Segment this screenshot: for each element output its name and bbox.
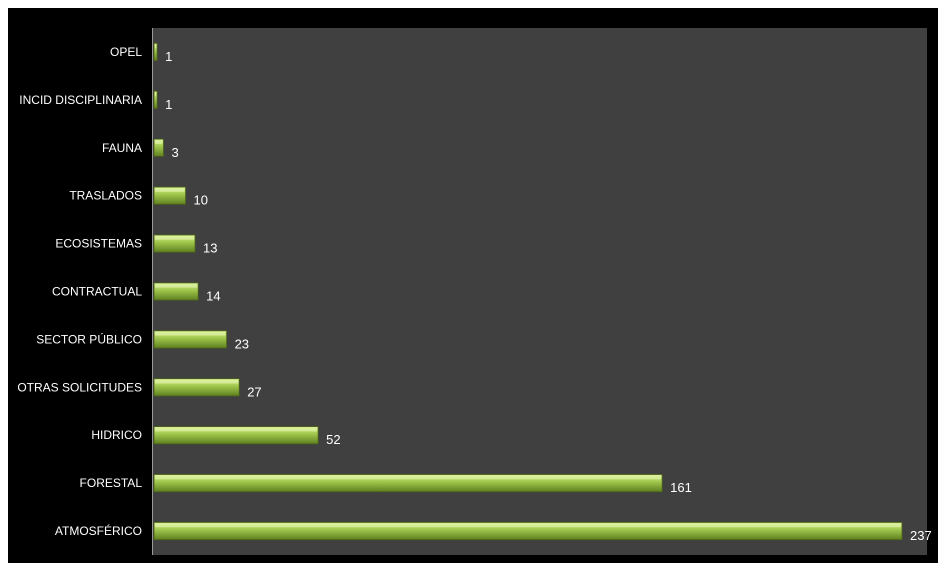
bar-otras-solicitudes — [153, 378, 240, 397]
bar-ecosistemas-highlight — [155, 235, 195, 240]
category-label-otras-solicitudes: OTRAS SOLICITUDES — [17, 380, 142, 394]
value-label-otras-solicitudes: 27 — [247, 384, 261, 399]
bar-opel-highlight — [155, 44, 157, 49]
bar-fauna-highlight — [155, 140, 163, 144]
value-label-incid-disciplinaria: 1 — [165, 97, 172, 112]
bar-traslados-highlight — [155, 188, 185, 192]
category-label-fauna: FAUNA — [102, 141, 142, 155]
category-label-contractual: CONTRACTUAL — [52, 285, 142, 299]
category-label-ecosistemas: ECOSISTEMAS — [55, 237, 142, 251]
category-label-opel: OPEL — [110, 45, 142, 59]
bar-ecosistemas — [153, 234, 196, 253]
plot-area — [152, 28, 927, 555]
bar-traslados — [153, 186, 186, 205]
bar-contractual-highlight — [155, 283, 198, 288]
value-label-sector-publico: 23 — [235, 336, 249, 351]
bar-forestal — [153, 474, 663, 493]
bar-opel — [153, 42, 158, 61]
chart-frame: OPEL INCID DISCIPLINARIA FAUNA TRASLADOS ECO… — [8, 8, 938, 563]
value-label-hidrico: 52 — [326, 432, 340, 447]
bar-atmosferico — [153, 522, 903, 541]
value-label-forestal: 161 — [670, 480, 692, 495]
bar-contractual — [153, 282, 199, 301]
bar-incid-disciplinaria — [153, 90, 158, 109]
value-label-ecosistemas: 13 — [203, 241, 217, 256]
value-label-contractual: 14 — [206, 289, 220, 304]
value-label-atmosferico: 237 — [910, 528, 932, 543]
bar-hidrico-highlight — [155, 427, 318, 432]
bar-incid-disciplinaria-fill — [153, 90, 158, 109]
bar-fauna-fill — [153, 138, 164, 157]
category-label-atmosferico: ATMOSFÉRICO — [55, 523, 142, 538]
value-label-fauna: 3 — [171, 145, 178, 160]
bar-otras-solicitudes-highlight — [155, 379, 239, 384]
bar-atmosferico-highlight — [155, 523, 901, 528]
category-label-sector-publico: SECTOR PÚBLICO — [36, 331, 142, 346]
bar-opel-fill — [153, 42, 158, 61]
bar-sector-publico-highlight — [155, 331, 226, 336]
category-labels: OPEL INCID DISCIPLINARIA FAUNA TRASLADOS ECO… — [17, 45, 142, 538]
category-label-incid-disciplinaria: INCID DISCIPLINARIA — [19, 93, 142, 107]
bar-fauna — [153, 138, 164, 157]
category-label-traslados: TRASLADOS — [69, 189, 142, 203]
value-label-opel: 1 — [165, 49, 172, 64]
bar-hidrico — [153, 426, 319, 445]
value-label-traslados: 10 — [194, 193, 208, 208]
bars-layer — [153, 42, 903, 541]
bar-sector-publico — [153, 330, 227, 349]
bar-forestal-highlight — [155, 475, 662, 480]
bar-chart: OPEL INCID DISCIPLINARIA FAUNA TRASLADOS ECO… — [17, 28, 932, 555]
category-label-forestal: FORESTAL — [80, 476, 143, 490]
category-label-hidrico: HIDRICO — [91, 428, 142, 442]
bar-incid-disciplinaria-highlight — [155, 92, 157, 97]
